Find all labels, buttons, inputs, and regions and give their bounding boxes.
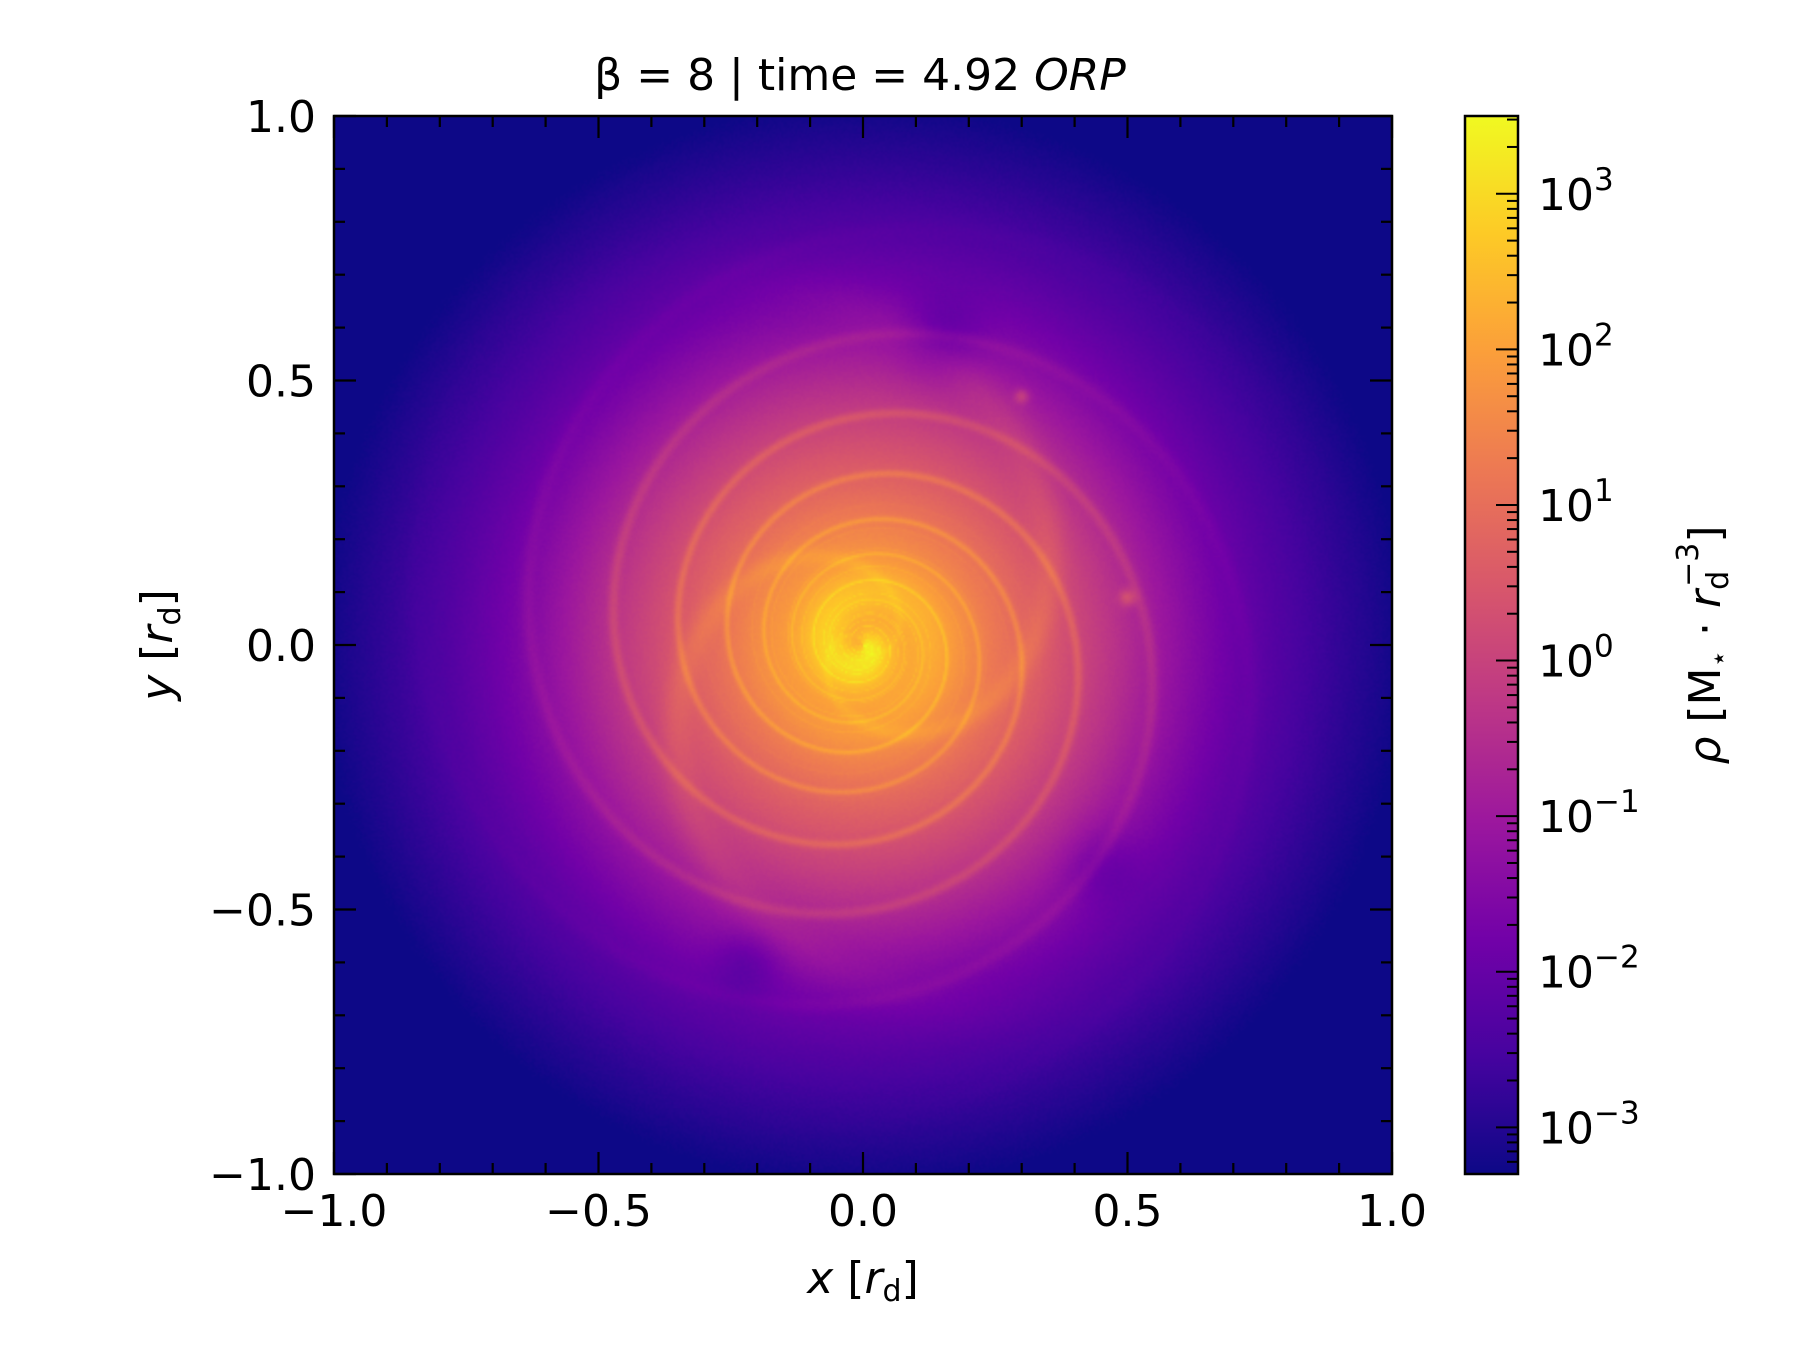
x-axis-ticks: −1.0 −0.5 0.0 0.5 1.0	[281, 116, 1427, 1237]
chart-title-main: β = 8 | time = 4.92	[594, 50, 1034, 101]
colorbar-ticks: 10−3 10−2 10−1 100 101 102 103	[1496, 118, 1640, 1163]
x-tick-label: 1.0	[1357, 1186, 1427, 1237]
y-tick-label: 0.0	[246, 621, 316, 672]
colorbar-tick-label: 101	[1538, 473, 1614, 532]
colorbar-tick-label: 103	[1538, 162, 1614, 221]
colorbar-tick-label: 100	[1538, 629, 1614, 688]
y-tick-label: 1.0	[246, 92, 316, 143]
density-heatmap	[334, 116, 1392, 1174]
y-axis-ticks: −1.0 −0.5 0.0 0.5 1.0	[209, 92, 1392, 1201]
x-axis-label: x [rd]	[805, 1253, 919, 1309]
x-tick-label: 0.0	[828, 1186, 898, 1237]
y-tick-label: −1.0	[209, 1150, 316, 1201]
y-tick-label: 0.5	[246, 357, 316, 408]
colorbar-tick-label: 10−1	[1538, 784, 1640, 843]
y-axis-label: y [rd]	[132, 589, 188, 703]
colorbar-tick-label: 10−3	[1538, 1095, 1640, 1154]
colorbar-label: ρ [M⋆ · rd−3]	[1671, 525, 1736, 764]
chart-title-unit: ORP	[1034, 50, 1126, 101]
x-tick-label: −0.5	[545, 1186, 652, 1237]
x-tick-label: −1.0	[281, 1186, 388, 1237]
colorbar-tick-label: 102	[1538, 317, 1614, 376]
colorbar	[1463, 114, 1520, 1176]
chart-title: β = 8 | time = 4.92 ORP	[594, 50, 1126, 101]
x-tick-label: 0.5	[1093, 1186, 1163, 1237]
y-tick-label: −0.5	[209, 886, 316, 937]
heatmap-area	[334, 116, 1392, 1174]
colorbar-tick-label: 10−2	[1538, 940, 1640, 999]
